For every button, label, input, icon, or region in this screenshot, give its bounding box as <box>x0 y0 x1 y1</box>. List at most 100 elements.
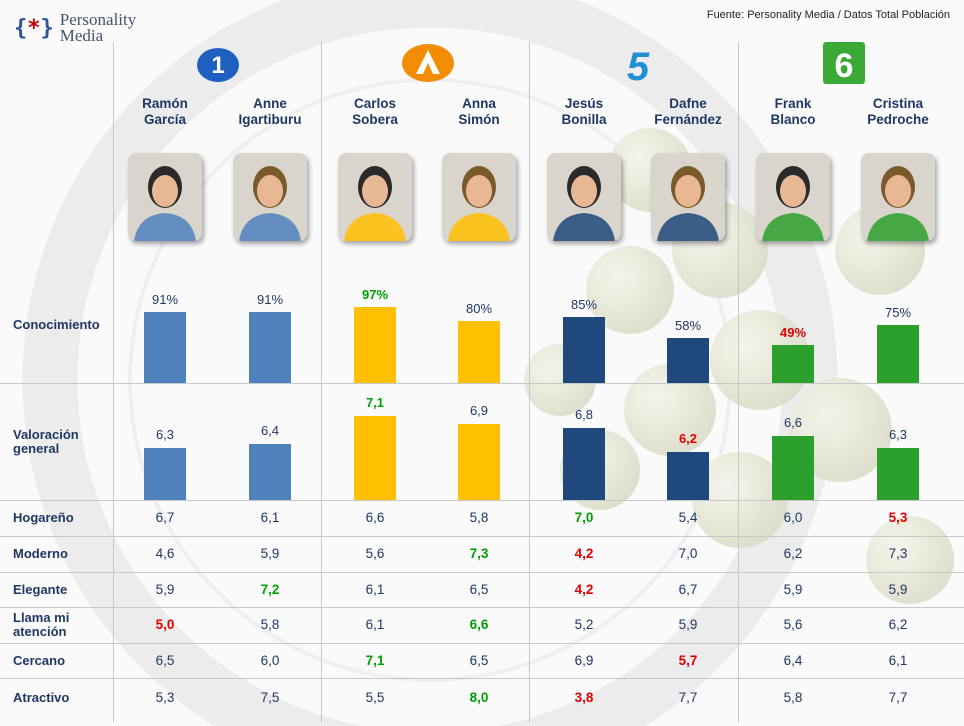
conocimiento-value-label: 49% <box>779 324 807 340</box>
attribute-value-cell: 5,4 <box>678 510 698 525</box>
attribute-value-cell: 5,9 <box>260 546 280 561</box>
attribute-value-cell: 6,7 <box>678 581 698 597</box>
row-label-line: Moderno <box>13 546 68 561</box>
presenter-name-line: Pedroche <box>867 112 929 127</box>
presenter-photo <box>547 153 621 241</box>
conocimiento-value-label: 91% <box>151 292 179 308</box>
attribute-value-cell: 6,0 <box>260 652 280 668</box>
presenter-name-line: Sobera <box>352 112 398 127</box>
row-divider <box>0 383 964 384</box>
presenter-name-line: Igartiburu <box>238 112 302 127</box>
attribute-value-cell: 6,1 <box>260 510 280 525</box>
personality-media-logo: {*} Personality Media <box>14 10 137 45</box>
attribute-value-cell: 4,2 <box>574 581 594 597</box>
svg-text:1: 1 <box>211 52 224 79</box>
attribute-value-cell: 6,1 <box>888 652 908 668</box>
row-label-line: Llama mi <box>13 610 70 625</box>
row-label-valoracion: Valoración general <box>13 428 79 456</box>
svg-text:6: 6 <box>835 47 854 85</box>
conocimiento-value-label: 58% <box>674 317 702 333</box>
attribute-value-cell: 5,9 <box>678 617 698 632</box>
presenter-name: Dafne Fernández <box>638 96 738 128</box>
row-label-attribute: Llama mi atención <box>13 611 69 639</box>
presenter-name: Ramón García <box>115 96 215 128</box>
attribute-value-cell: 5,8 <box>469 510 489 525</box>
conocimiento-bar <box>144 312 186 383</box>
valoracion-value-label: 6,6 <box>783 415 803 430</box>
attribute-value-cell: 7,7 <box>678 690 698 705</box>
column-divider <box>321 42 322 722</box>
presenter-photo <box>338 153 412 241</box>
brand-mark-icon: {*} <box>14 15 54 41</box>
attribute-value-cell: 5,0 <box>155 617 175 632</box>
attribute-value-cell: 6,2 <box>888 617 908 632</box>
presenter-photo <box>651 153 725 241</box>
la1-logo-icon: 1 <box>197 48 239 82</box>
row-divider <box>0 572 964 573</box>
presenter-name-line: Fernández <box>654 112 722 127</box>
row-label-line: Hogareño <box>13 510 74 525</box>
row-divider <box>0 500 964 501</box>
valoracion-value-label: 6,9 <box>469 403 489 418</box>
attribute-value-cell: 4,6 <box>155 546 175 561</box>
row-label-line: Cercano <box>13 652 66 668</box>
valoracion-bar <box>563 428 605 500</box>
lasexta-logo-icon: 6 <box>823 42 865 85</box>
valoracion-bar <box>249 444 291 500</box>
attribute-value-cell: 7,0 <box>678 546 698 561</box>
presenter-name-line: Ramón <box>142 96 188 111</box>
attribute-value-cell: 5,2 <box>574 617 594 632</box>
presenter-photo <box>128 153 202 241</box>
presenter-name-line: Bonilla <box>561 112 607 127</box>
attribute-value-cell: 5,3 <box>155 690 175 705</box>
row-label-attribute: Atractivo <box>13 691 69 705</box>
presenter-name-line: Jesús <box>564 96 604 111</box>
attribute-value-cell: 6,7 <box>155 510 175 525</box>
antena3-logo-icon <box>402 44 454 82</box>
attribute-value-cell: 6,5 <box>469 652 489 668</box>
conocimiento-value-label: 80% <box>465 300 493 316</box>
row-label-line: Atractivo <box>13 690 70 705</box>
attribute-value-cell: 6,1 <box>365 581 385 597</box>
attribute-value-cell: 7,0 <box>574 510 594 525</box>
attribute-value-cell: 6,1 <box>365 617 385 632</box>
person-silhouette-icon <box>547 153 621 241</box>
attribute-value-cell: 6,4 <box>783 652 803 668</box>
presenter-name: Cristina Pedroche <box>848 96 948 128</box>
row-label-line: Elegante <box>13 581 68 597</box>
row-divider <box>0 607 964 608</box>
attribute-value-cell: 5,9 <box>155 581 175 597</box>
conocimiento-bar <box>249 312 291 383</box>
valoracion-bar <box>144 448 186 500</box>
attribute-value-cell: 3,8 <box>574 690 594 705</box>
valoracion-value-label: 6,8 <box>574 407 594 422</box>
valoracion-bar <box>667 452 709 500</box>
row-divider <box>0 536 964 537</box>
valoracion-value-label: 6,3 <box>888 427 908 442</box>
attribute-value-cell: 7,1 <box>365 652 385 668</box>
brand-name: Personality Media <box>59 10 137 45</box>
attribute-value-cell: 5,3 <box>888 510 908 525</box>
conocimiento-value-label: 75% <box>884 304 912 320</box>
presenter-photo <box>861 153 935 241</box>
brand-name-line2: Media <box>59 26 104 45</box>
attribute-value-cell: 6,2 <box>783 546 803 561</box>
attribute-value-cell: 6,6 <box>469 617 489 632</box>
attribute-value-cell: 6,9 <box>574 652 594 668</box>
brand-name-line1: Personality <box>59 10 137 29</box>
presenter-photo <box>233 153 307 241</box>
person-silhouette-icon <box>233 153 307 241</box>
presenter-name: Jesús Bonilla <box>534 96 634 128</box>
presenter-name-line: García <box>143 112 187 127</box>
attribute-value-cell: 5,6 <box>783 617 803 632</box>
valoracion-value-label: 7,1 <box>365 395 385 410</box>
row-label-conocimiento: Conocimiento <box>13 317 100 332</box>
row-divider <box>0 678 964 679</box>
person-silhouette-icon <box>861 153 935 241</box>
row-label-attribute: Moderno <box>13 547 68 561</box>
valoracion-value-label: 6,4 <box>260 423 280 438</box>
presenter-name-line: Blanco <box>770 112 816 127</box>
attribute-value-cell: 7,7 <box>888 690 908 705</box>
conocimiento-value-label: 91% <box>256 292 284 308</box>
presenter-name-line: Anna <box>462 96 496 111</box>
